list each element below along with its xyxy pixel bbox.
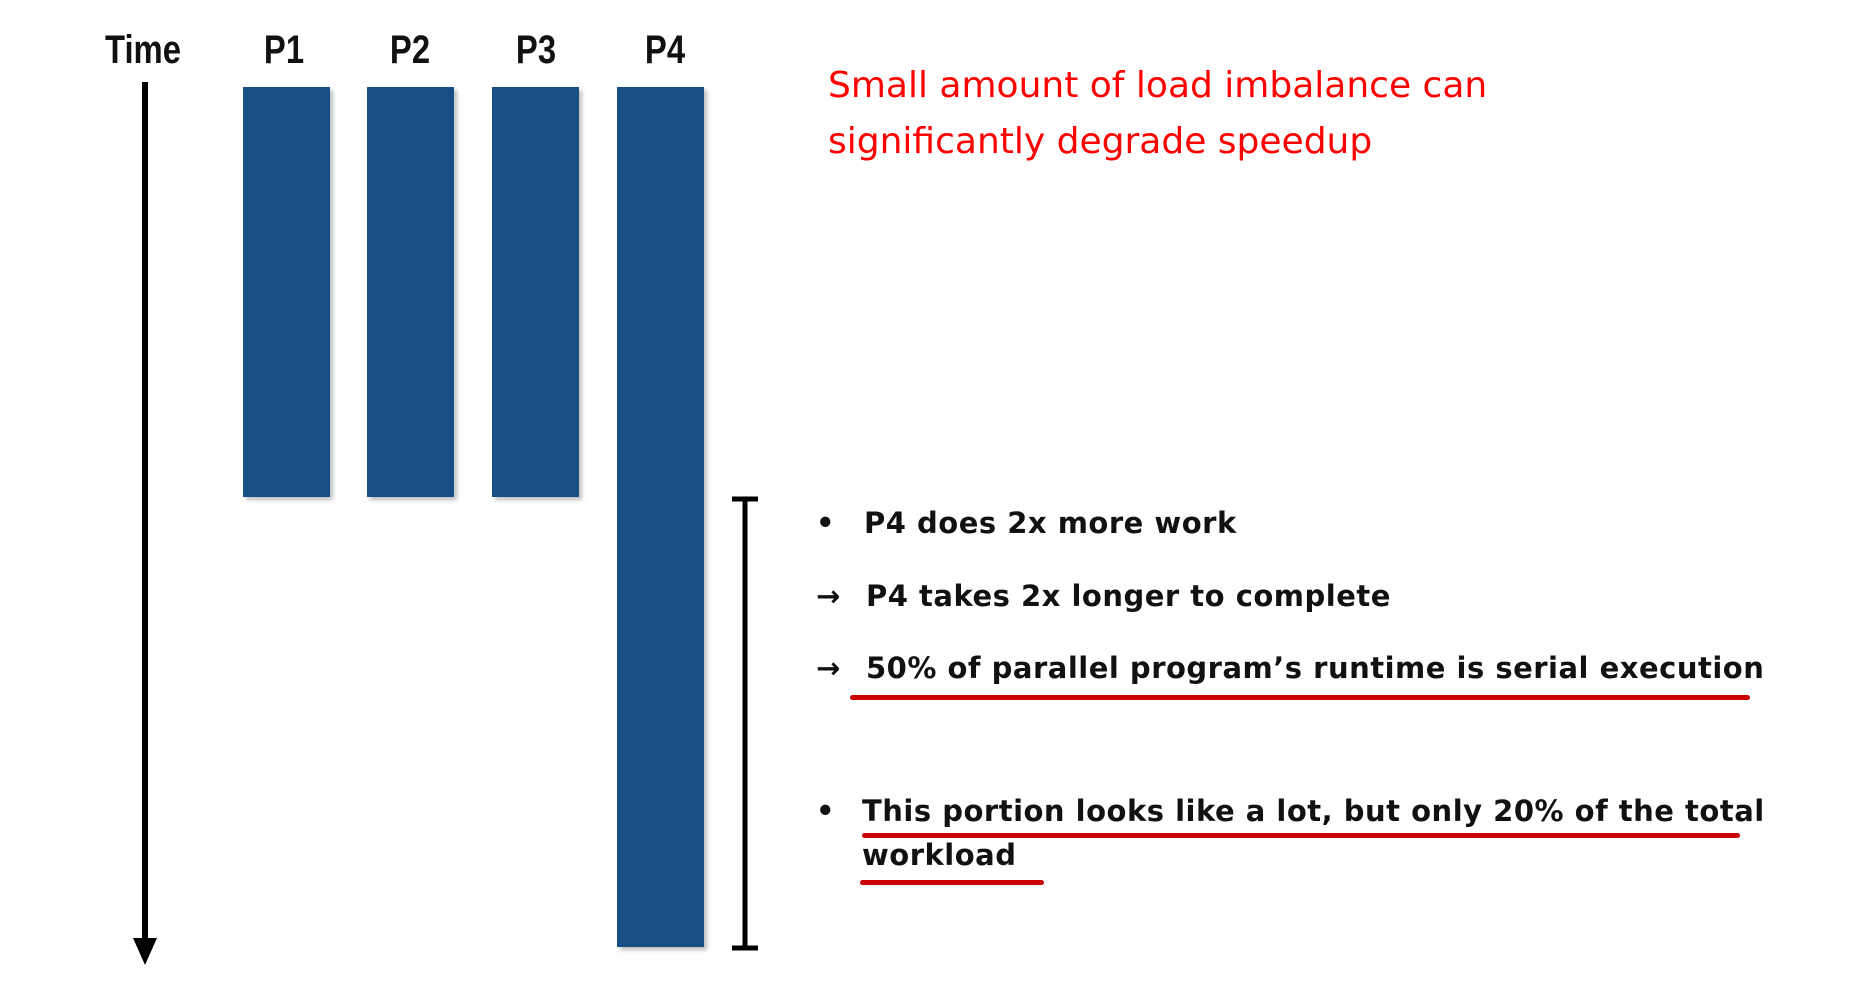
headline-line-1: Small amount of load imbalance can [828, 65, 1488, 106]
bullet-2-marker: • [816, 794, 836, 828]
processor-label-p2: P2 [389, 28, 431, 72]
bullet-2-underline-1 [862, 833, 1740, 838]
arrow-1-marker: → [816, 579, 841, 613]
step-2-text: 50% of parallel program’s runtime is ser… [866, 651, 1765, 685]
headline-line-2: significantly degrade speedup [828, 121, 1373, 162]
work-bar-p2 [367, 87, 454, 497]
bullet-2-underline-2 [860, 880, 1044, 885]
span-bracket [732, 496, 758, 951]
bullet-2-line-1: This portion looks like a lot, but only … [862, 794, 1765, 828]
headline: Small amount of load imbalance can signi… [828, 58, 1728, 170]
bullet-1-text: P4 does 2x more work [864, 506, 1237, 540]
arrow-2-marker: → [816, 651, 841, 685]
processor-label-p3: P3 [515, 28, 557, 72]
work-bar-p3 [492, 87, 579, 497]
step-1-text: P4 takes 2x longer to complete [866, 579, 1391, 613]
work-bar-p1 [243, 87, 330, 497]
bullet-2-line-2: workload [862, 838, 1017, 872]
time-label: Time [105, 28, 181, 72]
step-2-underline [850, 695, 1750, 700]
time-arrow [133, 82, 157, 965]
bullet-1-marker: • [816, 506, 836, 540]
work-bar-p4 [617, 87, 704, 947]
processor-label-p4: P4 [644, 28, 686, 72]
processor-label-p1: P1 [263, 28, 305, 72]
